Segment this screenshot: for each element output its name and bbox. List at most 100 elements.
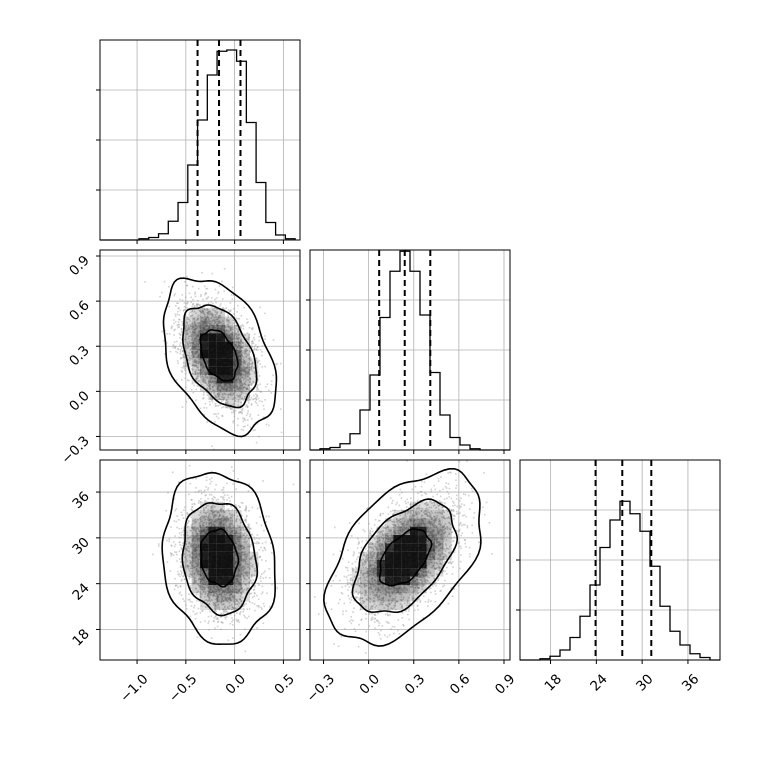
sample-point bbox=[197, 323, 200, 326]
sample-point bbox=[241, 352, 244, 354]
sample-point bbox=[219, 589, 222, 592]
sample-point bbox=[189, 331, 192, 334]
sample-point bbox=[196, 636, 199, 638]
sample-point bbox=[198, 360, 201, 363]
sample-point bbox=[188, 575, 191, 578]
sample-point bbox=[207, 372, 209, 374]
sample-point bbox=[209, 332, 212, 334]
sample-point bbox=[197, 334, 199, 336]
sample-point bbox=[238, 387, 241, 389]
sample-point bbox=[189, 315, 192, 318]
sample-point bbox=[194, 535, 197, 538]
sample-point bbox=[197, 573, 200, 576]
sample-point bbox=[192, 477, 195, 480]
sample-point bbox=[178, 307, 180, 309]
sample-point bbox=[202, 331, 204, 334]
sample-point bbox=[221, 613, 223, 616]
sample-point bbox=[198, 322, 201, 324]
sample-point bbox=[235, 505, 237, 508]
sample-point bbox=[223, 600, 225, 602]
sample-point bbox=[181, 547, 184, 550]
sample-point bbox=[235, 591, 238, 593]
sample-point bbox=[195, 361, 197, 364]
sample-point bbox=[211, 374, 214, 377]
sample-point bbox=[235, 379, 238, 381]
sample-point bbox=[187, 324, 189, 327]
sample-point bbox=[238, 582, 240, 584]
sample-point bbox=[198, 362, 200, 364]
sample-point bbox=[207, 366, 209, 369]
sample-point bbox=[230, 408, 232, 410]
sample-point bbox=[198, 372, 201, 375]
sample-point bbox=[222, 590, 224, 592]
sample-point bbox=[248, 399, 250, 402]
sample-point bbox=[251, 362, 254, 365]
sample-point bbox=[180, 369, 183, 372]
sample-point bbox=[197, 355, 200, 357]
sample-point bbox=[196, 335, 199, 337]
sample-point bbox=[229, 533, 232, 536]
sample-point bbox=[220, 311, 223, 313]
sample-point bbox=[241, 547, 244, 549]
sample-point bbox=[226, 335, 229, 338]
sample-point bbox=[246, 534, 248, 536]
sample-point bbox=[222, 394, 224, 396]
sample-point bbox=[213, 521, 215, 523]
sample-point bbox=[176, 553, 178, 556]
sample-point bbox=[257, 414, 260, 416]
sample-point bbox=[243, 369, 245, 372]
sample-point bbox=[200, 371, 202, 374]
sample-point bbox=[230, 408, 232, 410]
sample-point bbox=[192, 538, 195, 540]
sample-point bbox=[191, 314, 194, 317]
sample-point bbox=[239, 347, 242, 349]
sample-point bbox=[172, 554, 175, 556]
sample-point bbox=[221, 386, 223, 389]
sample-point bbox=[181, 327, 183, 330]
sample-point bbox=[195, 334, 198, 336]
sample-point bbox=[210, 494, 213, 496]
sample-point bbox=[198, 358, 200, 361]
sample-point bbox=[189, 310, 191, 312]
sample-point bbox=[221, 584, 223, 587]
sample-point bbox=[202, 298, 204, 301]
sample-point bbox=[219, 316, 222, 318]
sample-point bbox=[190, 312, 192, 314]
sample-point bbox=[214, 592, 216, 595]
sample-point bbox=[233, 415, 236, 418]
sample-point bbox=[202, 321, 205, 324]
sample-point bbox=[198, 352, 200, 354]
sample-point bbox=[192, 353, 195, 355]
sample-point bbox=[229, 383, 231, 386]
sample-point bbox=[187, 567, 190, 570]
sample-point bbox=[182, 542, 184, 544]
sample-point bbox=[224, 333, 227, 336]
sample-point bbox=[189, 330, 191, 333]
sample-point bbox=[237, 544, 240, 546]
sample-point bbox=[235, 385, 237, 388]
sample-point bbox=[210, 297, 213, 299]
sample-point bbox=[216, 588, 219, 590]
sample-point bbox=[258, 360, 260, 362]
sample-point bbox=[199, 501, 202, 503]
sample-point bbox=[237, 573, 240, 575]
sample-point bbox=[256, 346, 259, 348]
sample-point bbox=[233, 340, 235, 343]
sample-point bbox=[188, 326, 190, 329]
sample-point bbox=[233, 334, 236, 337]
sample-point bbox=[247, 526, 249, 528]
sample-point bbox=[194, 348, 196, 350]
sample-point bbox=[228, 608, 230, 610]
sample-point bbox=[204, 374, 207, 377]
sample-point bbox=[249, 413, 252, 416]
sample-point bbox=[189, 314, 192, 317]
density-cell bbox=[216, 341, 225, 350]
sample-point bbox=[226, 337, 229, 339]
sample-point bbox=[237, 345, 240, 347]
sample-point bbox=[248, 545, 251, 547]
sample-point bbox=[175, 379, 178, 382]
sample-point bbox=[205, 308, 208, 311]
sample-point bbox=[223, 591, 226, 594]
sample-point bbox=[194, 540, 196, 542]
sample-point bbox=[198, 570, 200, 572]
